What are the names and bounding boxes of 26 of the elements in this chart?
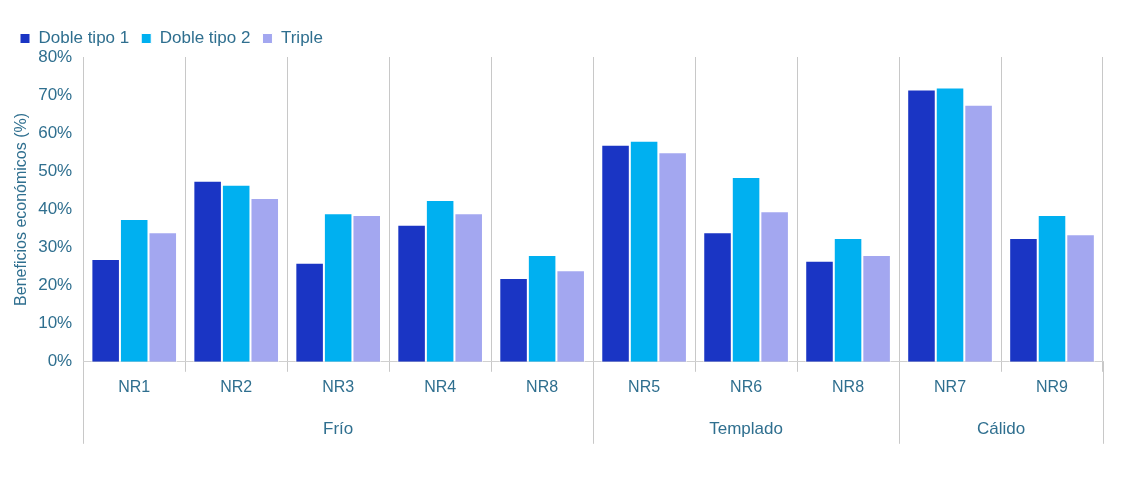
y-tick-label: 0% (47, 351, 73, 371)
y-tick-label: 10% (38, 313, 73, 333)
y-tick-label: 20% (38, 275, 73, 295)
x-tick-label: NR6 (730, 377, 763, 395)
x-tick-label: NR2 (220, 377, 253, 395)
y-axis-title: Beneficios económicos (%) (12, 112, 30, 306)
x-tick-label: NR7 (934, 377, 967, 395)
x-tick-label: NR8 (832, 377, 865, 395)
x-tick-label: NR5 (628, 377, 661, 395)
x-tick-label: NR8 (526, 377, 559, 395)
legend-label: Doble tipo 1 (38, 28, 130, 48)
y-tick-label: 60% (38, 122, 73, 142)
y-tick-label: 30% (38, 237, 73, 257)
y-tick-label: 50% (38, 160, 73, 180)
text: Cálido (976, 419, 1026, 439)
y-tick-label: 80% (38, 46, 73, 66)
legend-label: Triple (280, 28, 323, 48)
text: Frío (323, 419, 354, 439)
x-tick-label: NR1 (118, 377, 151, 395)
y-tick-label: 40% (38, 199, 73, 219)
y-tick-label: 70% (38, 84, 73, 104)
x-tick-label: NR4 (424, 377, 457, 395)
legend-label: Doble tipo 2 (159, 28, 251, 48)
x-tick-label: NR3 (322, 377, 355, 395)
text: Templado (709, 419, 783, 439)
x-tick-label: NR9 (1036, 377, 1069, 395)
